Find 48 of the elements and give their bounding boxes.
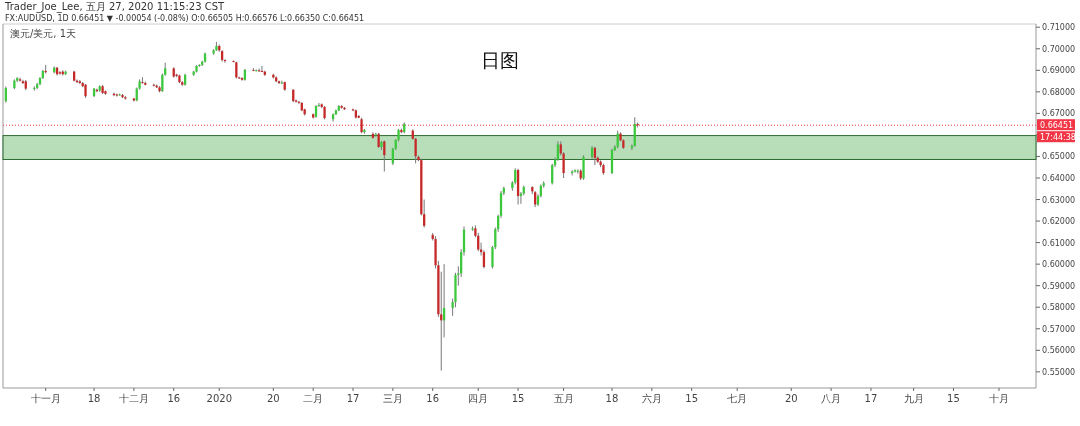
y-tick-label: 0.69000: [1042, 66, 1076, 76]
x-tick-label: 九月: [903, 393, 924, 404]
x-tick-label: 八月: [821, 393, 842, 404]
x-tick-label: 18: [605, 393, 619, 404]
y-tick-label: 0.71000: [1042, 23, 1076, 33]
ref-line-label: 0.66451: [1040, 121, 1074, 131]
text: 日图: [481, 49, 519, 71]
x-tick-label: 2020: [206, 393, 232, 404]
x-tick-label: 18: [87, 393, 101, 404]
candlestick: [331, 112, 335, 123]
x-tick-label: 20: [266, 393, 280, 404]
candlestick: [33, 85, 36, 92]
x-tick-label: 五月: [553, 393, 574, 404]
y-tick-label: 0.63000: [1042, 195, 1076, 205]
y-tick-label: 0.64000: [1042, 174, 1076, 183]
x-tick-label: 17: [864, 393, 878, 404]
x-tick-label: 16: [426, 393, 440, 404]
x-tick-label: 16: [167, 393, 181, 404]
x-tick-label: 20: [784, 393, 798, 404]
y-tick-label: 0.68000: [1042, 87, 1076, 97]
y-tick-label: 0.56000: [1042, 346, 1076, 356]
x-tick-label: 17: [346, 393, 360, 404]
y-tick-label: 0.57000: [1042, 324, 1076, 334]
y-tick-label: 0.67000: [1042, 109, 1076, 119]
y-tick-label: 0.62000: [1042, 217, 1076, 227]
x-tick-label: 二月: [303, 393, 324, 404]
x-tick-label: 四月: [468, 393, 489, 404]
candlestick: [576, 168, 579, 175]
y-tick-label: 0.65000: [1042, 152, 1076, 162]
x-tick-label: 七月: [727, 393, 748, 404]
annotation: 澳元/美元, 1天: [10, 28, 77, 39]
y-tick-label: 0.61000: [1042, 238, 1076, 248]
x-tick-label: 15: [947, 393, 960, 404]
y-tick-label: 0.59000: [1042, 281, 1076, 291]
x-tick-label: 三月: [382, 393, 403, 404]
text: 17:44:38: [1040, 133, 1076, 143]
x-tick-label: 六月: [641, 393, 662, 404]
x-tick-label: 十一月: [30, 393, 61, 404]
y-tick-label: 0.58000: [1042, 303, 1076, 313]
x-tick-label: 15: [511, 393, 525, 404]
y-tick-label: 0.60000: [1042, 260, 1076, 270]
x-tick-label: 十二月: [118, 393, 149, 404]
text: FX:AUDUSD, 1D 0.66451 ▼ -0.00054 (-0.08%) O:0.66505 H:0.66576 L:0.66350 C:0.66451: [5, 14, 365, 23]
y-tick-label: 0.55000: [1042, 367, 1076, 377]
x-tick-label: 15: [685, 393, 699, 404]
x-tick-label: 十月: [989, 393, 1010, 404]
text: Trader_Joe_Lee, 五月 27, 2020 11:15:23 CST: [4, 1, 226, 13]
y-tick-label: 0.70000: [1042, 44, 1076, 54]
